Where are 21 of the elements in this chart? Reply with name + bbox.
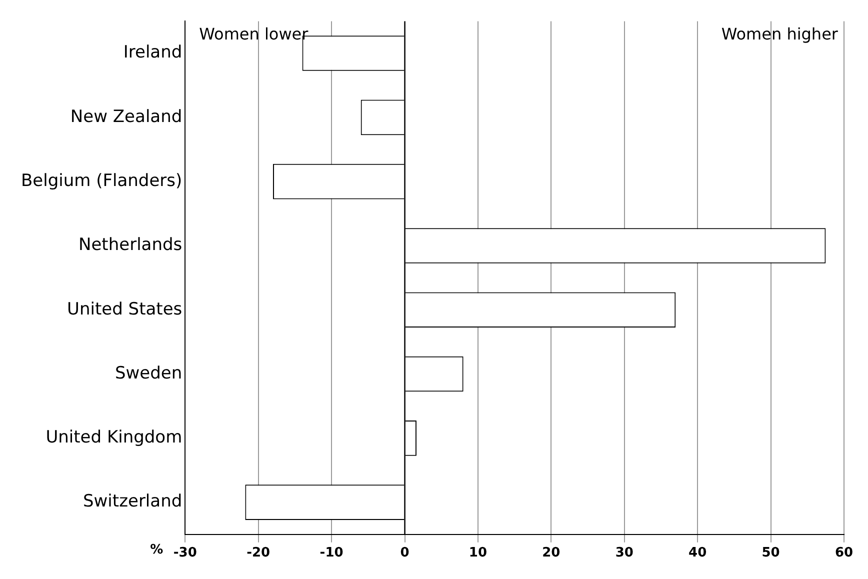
annotation: Women higher (721, 24, 838, 44)
y-tick-label: United States (67, 299, 182, 320)
x-tick-label: 30 (615, 546, 634, 561)
y-tick-label: New Zealand (70, 106, 182, 127)
x-tick-label: 20 (542, 546, 560, 561)
x-tick-label: -20 (246, 546, 270, 561)
annotation: Women lower (199, 24, 309, 44)
y-tick-label: Sweden (114, 363, 182, 384)
y-tick-label: United Kingdom (46, 428, 182, 448)
y-tick-label: Netherlands (78, 235, 182, 256)
x-axis-title: % (150, 542, 164, 558)
y-tick-label: Belgium (Flanders) (20, 170, 182, 191)
y-tick-label: Ireland (123, 42, 182, 63)
x-tick-label: -30 (173, 546, 197, 561)
y-tick-label: Switzerland (82, 492, 182, 512)
x-tick-label: 0 (400, 546, 410, 561)
x-tick-label: 60 (834, 546, 854, 561)
x-tick-label: 10 (468, 546, 488, 561)
x-tick-label: 50 (762, 546, 780, 561)
x-tick-label: 40 (688, 546, 707, 561)
x-tick-label: -10 (320, 546, 344, 561)
